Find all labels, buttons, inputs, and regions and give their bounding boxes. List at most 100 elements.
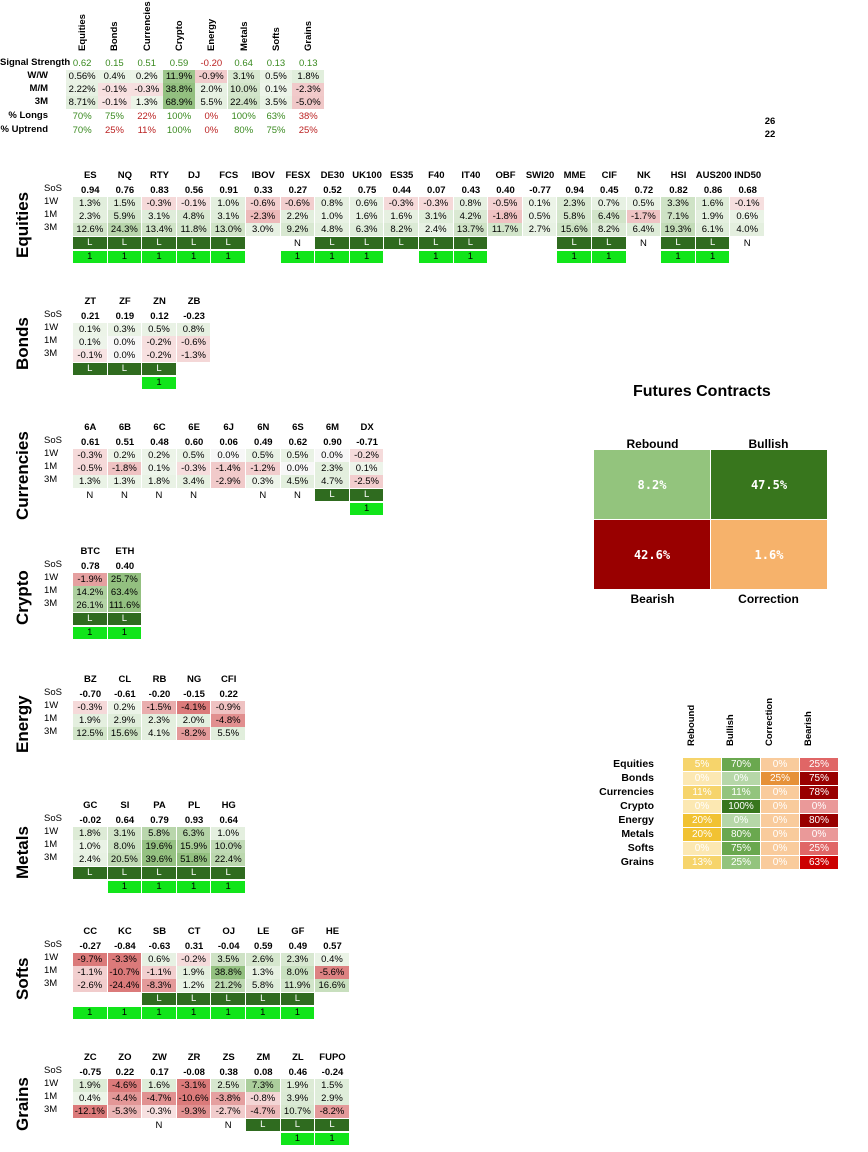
- change-1m: -2.3%: [246, 210, 280, 223]
- sos-value: 0.91: [219, 185, 238, 196]
- change-3m: 51.8%: [176, 853, 211, 866]
- sos-value: 0.40: [115, 561, 135, 572]
- sos-value: -0.08: [183, 1067, 205, 1078]
- summary-cell: 100%: [166, 125, 192, 136]
- ticker-header: ETH: [115, 546, 135, 557]
- summary-cell: 0%: [204, 125, 219, 136]
- ticker-header: RB: [152, 674, 167, 685]
- change-3m: 2.7%: [522, 223, 557, 236]
- bearish-label: Bearish: [630, 592, 675, 606]
- ticker-header: ZB: [187, 296, 201, 307]
- change-1m: 1.9%: [176, 966, 211, 979]
- summary-cell: 0.15: [105, 58, 124, 69]
- uptrend-flag: 1: [695, 251, 730, 263]
- uptrend-flag: 1: [73, 251, 107, 263]
- change-1m: -4.4%: [107, 1092, 142, 1105]
- long-flag: L: [211, 993, 245, 1005]
- long-flag: L: [557, 237, 591, 249]
- change-3m: 8.2%: [592, 223, 626, 236]
- neutral-flag: N: [259, 490, 267, 501]
- change-3m: 5.8%: [246, 979, 280, 992]
- uptrend-flag: 1: [280, 251, 315, 263]
- uptrend-flag: 1: [142, 251, 176, 263]
- change-1m: 0.1%: [142, 462, 176, 475]
- row-label-sos: SoS: [44, 813, 62, 824]
- sos-value: 0.68: [738, 185, 757, 196]
- ticker-header: HE: [325, 926, 340, 937]
- ticker-header: ZF: [119, 296, 131, 307]
- change-3m: 4.0%: [730, 223, 764, 236]
- sos-value: 0.52: [323, 185, 342, 196]
- row-label-m3: 3M: [44, 852, 58, 863]
- ticker-header: GC: [83, 800, 98, 811]
- ticker-header: DE30: [320, 170, 345, 181]
- change-1m: -4.7%: [142, 1092, 176, 1105]
- change-1m: 2.9%: [315, 1092, 349, 1105]
- ticker-header: HG: [221, 800, 236, 811]
- change-1m: 2.3%: [315, 462, 349, 475]
- summary-cell: 22.4%: [227, 96, 260, 109]
- summary-cell: 0.62: [72, 58, 92, 69]
- change-1w: 25.7%: [107, 573, 142, 586]
- matrix-row-label: Currencies: [599, 786, 654, 798]
- summary-cell: -0.20: [200, 58, 223, 69]
- summary-cell: 11.9%: [162, 70, 196, 83]
- matrix-cell: 78%: [800, 786, 838, 799]
- change-3m: 0.3%: [246, 475, 280, 488]
- ticker-header: LE: [257, 926, 270, 937]
- summary-cell: 0.13: [266, 58, 286, 69]
- summary-cell: 100%: [231, 111, 256, 122]
- long-flag: L: [107, 237, 142, 249]
- matrix-cell: 63%: [800, 856, 838, 869]
- summary-col-header: Metals: [238, 21, 250, 51]
- long-flag: L: [176, 867, 211, 879]
- uptrend-flag: 1: [211, 881, 245, 893]
- change-3m: 1.8%: [142, 475, 176, 488]
- ticker-header: ES: [83, 170, 97, 181]
- summary-row-label: % Longs: [8, 110, 48, 121]
- long-flag: L: [349, 489, 384, 501]
- change-1m: -1.4%: [211, 462, 245, 475]
- matrix-cell: 0%: [761, 856, 799, 869]
- change-1m: 2.0%: [176, 714, 211, 727]
- change-1w: 2.6%: [246, 953, 280, 966]
- summary-cell: -0.9%: [195, 70, 228, 83]
- sos-value: -0.27: [79, 941, 102, 952]
- change-1m: 1.6%: [349, 210, 384, 223]
- change-1w: 0.4%: [315, 953, 349, 966]
- row-label-w1: 1W: [44, 952, 59, 963]
- sos-value: 0.27: [288, 185, 308, 196]
- ticker-header: CL: [118, 674, 132, 685]
- matrix-row-label: Crypto: [620, 800, 654, 812]
- change-3m: 13.7%: [453, 223, 488, 236]
- change-3m: -9.3%: [176, 1105, 211, 1118]
- summary-cell: 1.8%: [292, 70, 325, 83]
- sos-value: -0.84: [114, 941, 136, 952]
- change-3m: 3.4%: [176, 475, 211, 488]
- change-1m: 1.0%: [73, 840, 107, 853]
- row-label-sos: SoS: [44, 559, 62, 570]
- summary-cell: 38%: [298, 111, 318, 122]
- sos-value: 0.22: [115, 1067, 135, 1078]
- sos-value: 0.08: [254, 1067, 273, 1078]
- summary-cell: 2.22%: [66, 83, 99, 96]
- uptrend-flag: 1: [315, 1133, 349, 1145]
- uptrend-flag: 1: [592, 251, 626, 263]
- change-1m: -1.2%: [246, 462, 280, 475]
- change-1w: 0.6%: [142, 953, 176, 966]
- row-label-m3: 3M: [44, 1104, 58, 1115]
- change-1w: -0.5%: [488, 197, 522, 210]
- sos-value: -0.63: [148, 941, 171, 952]
- summary-cell: 2.0%: [195, 83, 228, 96]
- matrix-cell: 25%: [761, 772, 799, 785]
- ticker-header: GF: [291, 926, 305, 937]
- long-flag: L: [592, 237, 626, 249]
- matrix-cell: 20%: [683, 828, 721, 841]
- change-1w: 2.3%: [280, 953, 315, 966]
- change-1m: 0.1%: [73, 336, 107, 349]
- ticker-header: BTC: [80, 546, 101, 557]
- summary-cell: 8.71%: [66, 96, 99, 109]
- row-label-m1: 1M: [44, 839, 58, 850]
- long-flag: L: [73, 363, 107, 375]
- matrix-row-label: Softs: [627, 842, 654, 854]
